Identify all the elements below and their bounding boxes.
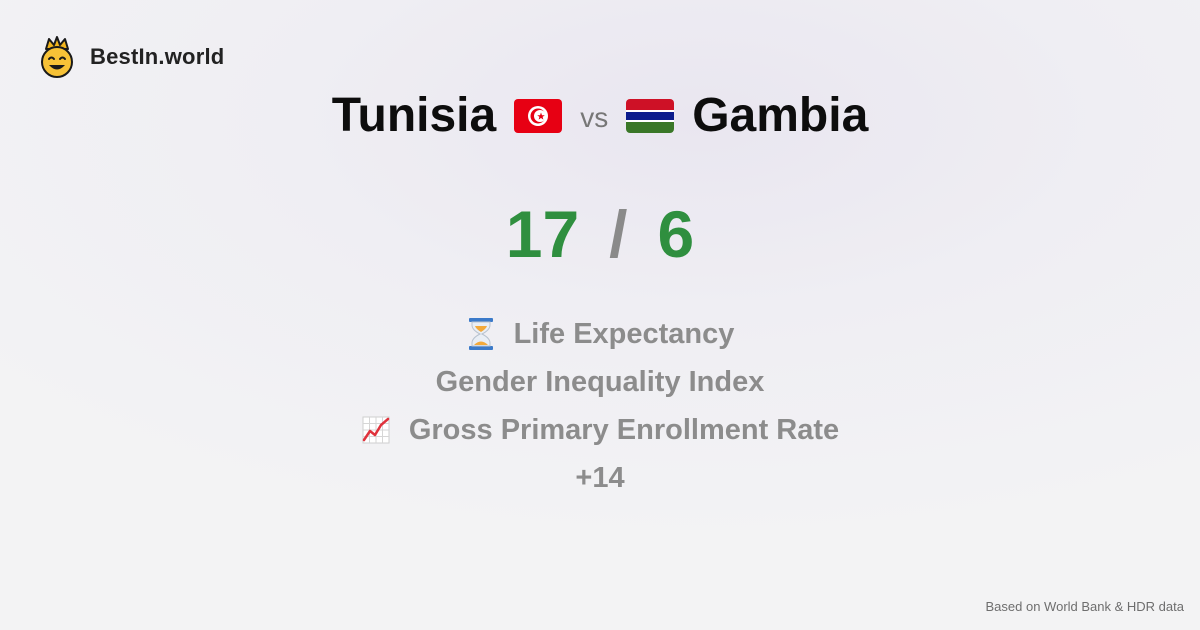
brand-name: BestIn.world <box>90 44 225 69</box>
vs-label: vs <box>580 101 609 133</box>
metric-label: Gender Inequality Index <box>435 366 765 398</box>
brand[interactable]: BestIn.world <box>38 36 224 78</box>
score: 17 / 6 <box>0 196 1200 272</box>
score-separator: / <box>609 197 628 271</box>
crowned-smiley-icon <box>38 36 76 78</box>
gambia-flag-icon <box>626 98 675 133</box>
data-source-note: Based on World Bank & HDR data <box>985 599 1184 614</box>
hourglass-icon <box>466 317 496 351</box>
metric-label: Life Expectancy <box>513 318 735 350</box>
chart-increasing-icon <box>361 413 391 447</box>
comparison-title: Tunisia vs Gambia <box>0 88 1200 143</box>
metrics-list: Life Expectancy Gender Inequality Index … <box>0 310 1200 502</box>
right-score: 6 <box>657 197 695 271</box>
metric-primary-enrollment: Gross Primary Enrollment Rate <box>361 406 839 454</box>
metric-label: Gross Primary Enrollment Rate <box>408 414 840 446</box>
metric-label: +14 <box>575 462 625 494</box>
metric-life-expectancy: Life Expectancy <box>466 310 735 358</box>
left-score: 17 <box>505 197 580 271</box>
left-country-name: Tunisia <box>331 89 497 142</box>
right-country-name: Gambia <box>692 89 869 142</box>
metric-gender-inequality: Gender Inequality Index <box>436 358 765 406</box>
metric-more-count: +14 <box>575 454 624 502</box>
tunisia-flag-icon <box>514 98 563 133</box>
